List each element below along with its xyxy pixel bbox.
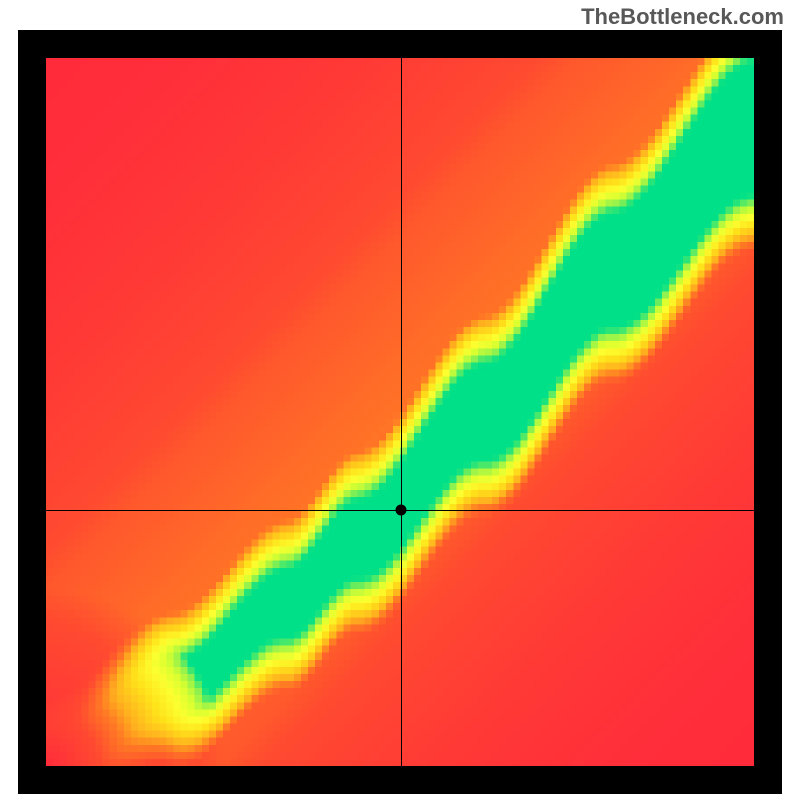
outer-frame <box>18 30 782 794</box>
data-point-marker <box>395 504 406 515</box>
crosshair-vertical <box>401 58 402 766</box>
chart-container: TheBottleneck.com <box>0 0 800 800</box>
plot-area <box>46 58 754 766</box>
watermark-text: TheBottleneck.com <box>581 4 784 30</box>
